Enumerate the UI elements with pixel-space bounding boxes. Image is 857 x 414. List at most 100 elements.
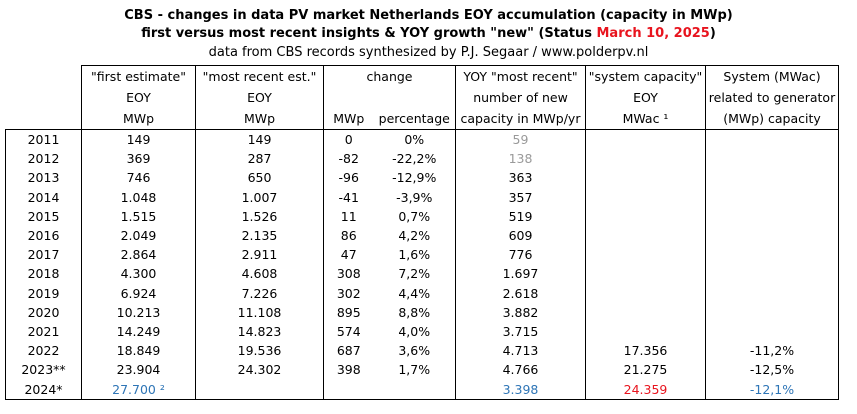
cell-first-estimate: 2.864 xyxy=(81,245,196,265)
cell-system-ratio xyxy=(705,149,839,169)
table-row: 2020 10.213 11.108 895 8,8% 3.882 xyxy=(5,302,839,322)
cell-change-mwp: -41 xyxy=(323,187,374,207)
cell-first-estimate: 1.515 xyxy=(81,206,196,226)
cell-first-estimate: 746 xyxy=(81,168,196,188)
cell-system-ratio xyxy=(705,245,839,265)
table-row: 2016 2.049 2.135 86 4,2% 609 xyxy=(5,225,839,246)
title-line-2-prefix: first versus most recent insights & YOY … xyxy=(141,26,597,41)
cell-system-capacity xyxy=(585,129,706,150)
table-row: 2011 149 149 0 0% 59 xyxy=(5,129,839,150)
cell-change-percentage: 0,7% xyxy=(373,206,456,226)
table-row: 2013 746 650 -96 -12,9% 363 xyxy=(5,168,839,188)
cell-system-capacity: 24.359 xyxy=(585,379,706,400)
cell-change-percentage: -12,9% xyxy=(373,168,456,188)
cell-system-capacity xyxy=(585,149,706,169)
cell-first-estimate: 4.300 xyxy=(81,264,196,284)
cell-yoy-new: 519 xyxy=(455,206,586,226)
cell-change-mwp: 895 xyxy=(323,302,374,322)
cell-year: 2023** xyxy=(5,360,82,380)
cell-change-mwp: 11 xyxy=(323,206,374,226)
table-body: 2011 149 149 0 0% 59 2012 369 287 -82 -22,2% 138 201… xyxy=(5,129,839,400)
data-table: "first estimate" "most recent est." chan… xyxy=(5,65,839,400)
cell-year: 2022 xyxy=(5,341,82,361)
table-row: 2021 14.249 14.823 574 4,0% 3.715 xyxy=(5,321,839,342)
cell-most-recent: 7.226 xyxy=(195,283,324,303)
cell-yoy-new: 59 xyxy=(455,129,586,150)
cell-year: 2011 xyxy=(5,129,82,150)
header-system-mwac: System (MWac) xyxy=(705,65,839,87)
cell-yoy-new: 363 xyxy=(455,168,586,188)
cell-first-estimate: 6.924 xyxy=(81,283,196,303)
cell-first-estimate: 149 xyxy=(81,129,196,150)
table-row: 2022 18.849 19.536 687 3,6% 4.713 17.356 -11,2% xyxy=(5,341,839,361)
cell-system-ratio: -11,2% xyxy=(705,341,839,361)
cell-system-capacity xyxy=(585,206,706,226)
cell-change-percentage: 4,0% xyxy=(373,321,456,342)
cell-yoy-new: 776 xyxy=(455,245,586,265)
cell-system-capacity xyxy=(585,168,706,188)
cell-yoy-new: 3.398 xyxy=(455,379,586,400)
header-year-blank xyxy=(6,66,82,88)
header-related-generator: related to generator xyxy=(705,87,839,108)
cell-most-recent: 2.911 xyxy=(195,245,324,265)
header-first-mwp: MWp xyxy=(81,108,196,130)
header-yoy-number: number of new xyxy=(455,87,586,108)
cell-change-percentage: 4,2% xyxy=(373,225,456,246)
cell-system-capacity xyxy=(585,225,706,246)
title-line-2: first versus most recent insights & YOY … xyxy=(0,25,857,43)
cell-system-ratio xyxy=(705,129,839,150)
cell-system-capacity xyxy=(585,264,706,284)
cell-yoy-new: 4.713 xyxy=(455,341,586,361)
table-row: 2018 4.300 4.608 308 7,2% 1.697 xyxy=(5,264,839,284)
cell-most-recent: 650 xyxy=(195,168,324,188)
cell-change-mwp: 308 xyxy=(323,264,374,284)
cell-change-mwp: 687 xyxy=(323,341,374,361)
cell-system-capacity xyxy=(585,245,706,265)
cell-system-capacity xyxy=(585,283,706,303)
cell-most-recent: 2.135 xyxy=(195,225,324,246)
cell-change-mwp: 47 xyxy=(323,245,374,265)
cell-system-capacity xyxy=(585,302,706,322)
cell-change-percentage: -22,2% xyxy=(373,149,456,169)
cell-year: 2015 xyxy=(5,206,82,226)
title-line-3: data from CBS records synthesized by P.J… xyxy=(208,45,649,60)
cell-system-ratio xyxy=(705,225,839,246)
cell-most-recent: 24.302 xyxy=(195,360,324,380)
header-most-recent: "most recent est." xyxy=(195,65,324,87)
cell-system-ratio xyxy=(705,206,839,226)
cell-most-recent: 11.108 xyxy=(195,302,324,322)
cell-year: 2020 xyxy=(5,302,82,322)
cell-system-ratio xyxy=(705,187,839,207)
cell-yoy-new: 357 xyxy=(455,187,586,207)
cell-system-ratio xyxy=(705,264,839,284)
cell-yoy-new: 1.697 xyxy=(455,264,586,284)
cell-system-capacity xyxy=(585,321,706,342)
cell-first-estimate: 14.249 xyxy=(81,321,196,342)
cell-change-percentage: 4,4% xyxy=(373,283,456,303)
cell-yoy-new: 3.715 xyxy=(455,321,586,342)
cell-system-ratio xyxy=(705,302,839,322)
cell-system-ratio: -12,5% xyxy=(705,360,839,380)
cell-first-estimate: 18.849 xyxy=(81,341,196,361)
cell-change-percentage: 7,2% xyxy=(373,264,456,284)
cell-change-percentage xyxy=(373,379,456,400)
table-row: 2024* 27.700 ² 3.398 24.359 -12,1% xyxy=(5,379,839,400)
table-row: 2019 6.924 7.226 302 4,4% 2.618 xyxy=(5,283,839,303)
header-system-capacity: "system capacity" xyxy=(585,65,706,87)
table-row: 2017 2.864 2.911 47 1,6% 776 xyxy=(5,245,839,265)
cell-change-mwp: 574 xyxy=(323,321,374,342)
header-change-mwp: MWp xyxy=(323,108,374,130)
header-first-eoy: EOY xyxy=(81,87,196,108)
cell-system-capacity xyxy=(585,187,706,207)
cell-system-capacity: 17.356 xyxy=(585,341,706,361)
header-change: change xyxy=(323,65,456,87)
cell-year: 2019 xyxy=(5,283,82,303)
cell-most-recent: 287 xyxy=(195,149,324,169)
cell-most-recent xyxy=(195,379,324,400)
cell-yoy-new: 609 xyxy=(455,225,586,246)
table-row: 2012 369 287 -82 -22,2% 138 xyxy=(5,149,839,169)
cell-system-capacity: 21.275 xyxy=(585,360,706,380)
cell-yoy-new: 3.882 xyxy=(455,302,586,322)
cell-change-percentage: -3,9% xyxy=(373,187,456,207)
table-row: 2014 1.048 1.007 -41 -3,9% 357 xyxy=(5,187,839,207)
